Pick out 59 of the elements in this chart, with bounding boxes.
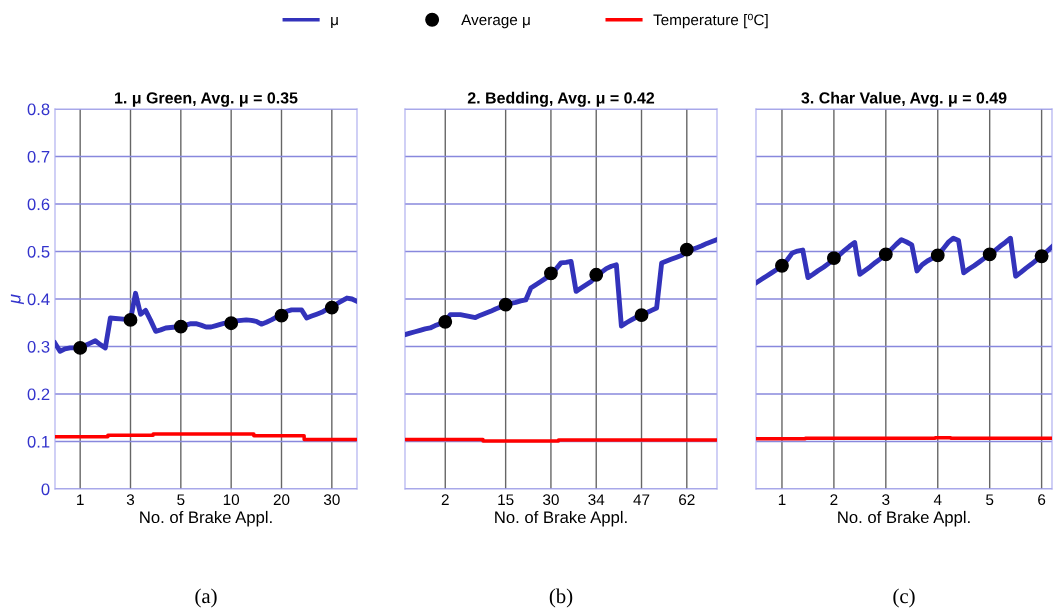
point — [775, 258, 789, 273]
y-tick-label: 0.2 — [27, 388, 50, 401]
y-tick-label: 0 — [41, 483, 50, 496]
point — [679, 242, 694, 257]
x-tick-label: 15 — [498, 494, 514, 506]
text: (b) — [549, 588, 573, 608]
point — [73, 341, 88, 355]
point — [324, 300, 339, 315]
point — [438, 314, 453, 329]
y-tick-label: 0.7 — [27, 150, 50, 163]
x-tick-label: 6 — [1038, 494, 1046, 506]
y-axis-title: μ — [10, 294, 24, 305]
x-tick-label: 3 — [882, 494, 890, 506]
chart-title: 3. Char Value, Avg. μ = 0.49 — [801, 91, 1007, 107]
x-tick-label: 20 — [273, 494, 290, 506]
point — [274, 308, 289, 323]
point — [123, 312, 138, 327]
point — [498, 297, 513, 312]
point — [173, 319, 188, 334]
x-tick-label: 10 — [223, 494, 240, 506]
x-axis-title: No. of Brake Appl. — [140, 510, 272, 527]
y-tick-label: 0.4 — [27, 293, 50, 306]
text: (c) — [893, 588, 915, 608]
chart-title: 1. μ Green, Avg. μ = 0.35 — [115, 92, 298, 107]
x-tick-label: 1 — [778, 494, 786, 505]
legend-label: μ — [331, 17, 338, 29]
x-tick-label: 5 — [177, 494, 185, 506]
x-tick-label: 5 — [986, 494, 994, 506]
legend-label: Temperature [⁰C] — [653, 13, 768, 29]
line-series — [55, 290, 357, 354]
legend-label: Average μ — [461, 14, 530, 29]
x-tick-label: 3 — [126, 494, 135, 506]
x-tick-label: 47 — [633, 494, 650, 505]
x-tick-label: 4 — [933, 494, 942, 505]
point — [930, 248, 945, 263]
x-tick-label: 30 — [323, 494, 340, 506]
point — [982, 247, 997, 262]
y-tick-label: 0.6 — [27, 198, 50, 211]
x-tick-label: 34 — [588, 494, 605, 506]
y-tick-label: 0.8 — [27, 103, 50, 116]
point — [1034, 249, 1049, 264]
x-tick-label: 30 — [543, 494, 559, 506]
chart-title: 2. Bedding, Avg. μ = 0.42 — [467, 91, 655, 107]
x-axis-title: No. of Brake Appl. — [495, 510, 627, 527]
x-tick-label: 2 — [830, 494, 838, 505]
point — [634, 308, 649, 323]
text: (a) — [195, 588, 217, 608]
point — [826, 251, 841, 266]
x-tick-label: 1 — [77, 494, 84, 505]
x-tick-label: 2 — [441, 494, 449, 505]
y-tick-label: 0.3 — [27, 340, 50, 353]
point — [878, 247, 893, 262]
point — [589, 267, 604, 282]
x-axis-title: No. of Brake Appl. — [838, 510, 970, 527]
y-tick-label: 0.1 — [27, 435, 50, 448]
x-tick-label: 62 — [679, 494, 695, 506]
point — [544, 266, 558, 281]
y-tick-label: 0.5 — [27, 245, 50, 258]
point — [224, 316, 239, 331]
